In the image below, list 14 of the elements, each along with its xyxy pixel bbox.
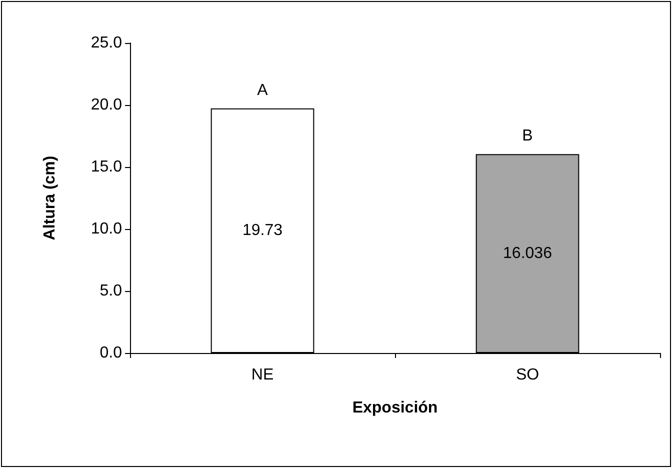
y-tick-label: 20.0 bbox=[90, 96, 122, 114]
annotation: B bbox=[522, 128, 533, 145]
y-tick-label: 15.0 bbox=[90, 158, 122, 176]
y-tick-label: 10.0 bbox=[90, 220, 122, 238]
y-axis-title: Altura (cm) bbox=[42, 156, 58, 240]
data-label: 16.036 bbox=[503, 245, 552, 262]
y-tick-label: 0.0 bbox=[100, 344, 122, 362]
y-tick-label: 5.0 bbox=[100, 282, 122, 300]
annotation: A bbox=[257, 82, 268, 99]
x-tick-label: SO bbox=[516, 366, 540, 384]
y-tick-label: 25.0 bbox=[90, 34, 122, 52]
x-tick-label: NE bbox=[251, 366, 274, 384]
data-label: 19.73 bbox=[242, 222, 283, 240]
x-axis-title: Exposición bbox=[352, 400, 438, 416]
